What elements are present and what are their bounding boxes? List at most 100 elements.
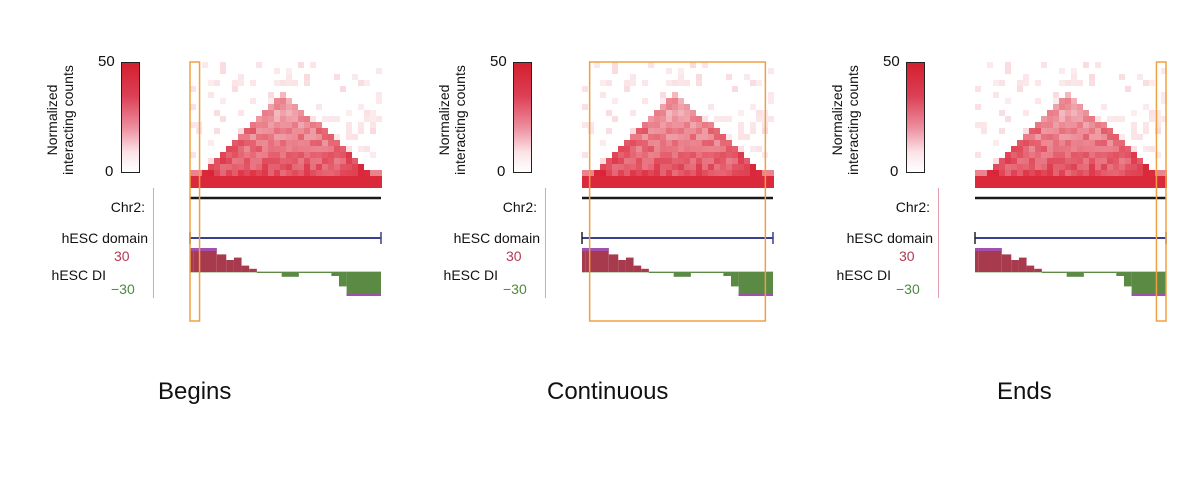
heatmap-cell — [678, 80, 684, 86]
heatmap-cell — [268, 128, 274, 134]
heatmap-cell — [280, 116, 286, 122]
heatmap-cell — [750, 80, 756, 86]
heatmap-cell — [1119, 158, 1125, 164]
heatmap-cell — [286, 122, 292, 128]
heatmap-cell — [1137, 176, 1143, 182]
heatmap-cell — [612, 152, 618, 158]
heatmap-cell — [1149, 146, 1155, 152]
heatmap-cell — [340, 86, 346, 92]
heatmap-cell — [1017, 176, 1023, 182]
heatmap-cell — [220, 116, 226, 122]
heatmap-cell — [975, 152, 981, 158]
heatmap-cell — [256, 176, 262, 182]
heatmap-cell — [274, 158, 280, 164]
heatmap-cell — [1095, 128, 1101, 134]
heatmap-cell — [226, 182, 232, 188]
heatmap-cell — [1107, 170, 1113, 176]
heatmap-cell — [1071, 110, 1077, 116]
heatmap-cell — [1113, 140, 1119, 146]
heatmap-cell — [214, 158, 220, 164]
heatmap-cell — [304, 128, 310, 134]
heatmap-cell — [720, 152, 726, 158]
di-min-tick: −30 — [503, 281, 527, 297]
heatmap-cell — [1071, 152, 1077, 158]
heatmap-cell — [660, 116, 666, 122]
heatmap-cell — [1143, 122, 1149, 128]
heatmap-cell — [708, 158, 714, 164]
heatmap-cell — [618, 146, 624, 152]
heatmap-cell — [286, 164, 292, 170]
heatmap-cell — [594, 170, 600, 176]
heatmap-cell — [690, 116, 696, 122]
heatmap-cell — [1131, 122, 1137, 128]
heatmap-cell — [720, 176, 726, 182]
heatmap-cell — [606, 176, 612, 182]
heatmap-cell — [1083, 182, 1089, 188]
heatmap-cell — [744, 170, 750, 176]
heatmap-cell — [214, 80, 220, 86]
heatmap-cell — [696, 122, 702, 128]
heatmap-cell — [286, 170, 292, 176]
heatmap-cell — [660, 122, 666, 128]
heatmap-cell — [660, 146, 666, 152]
heatmap-cell — [648, 158, 654, 164]
heatmap-cell — [642, 98, 648, 104]
heatmap-cell — [714, 134, 720, 140]
heatmap-cell — [582, 122, 588, 128]
heatmap-cell — [756, 182, 762, 188]
heatmap-cell — [1059, 176, 1065, 182]
heatmap-cell — [594, 182, 600, 188]
heatmap-cell — [322, 164, 328, 170]
heatmap-cell — [292, 116, 298, 122]
di-bar-negative — [738, 272, 773, 296]
heatmap-cell — [1143, 182, 1149, 188]
heatmap-cell — [1101, 140, 1107, 146]
heatmap-cell — [1083, 116, 1089, 122]
heatmap-cell — [690, 140, 696, 146]
heatmap-cell — [660, 104, 666, 110]
heatmap-cell — [232, 176, 238, 182]
heatmap-cell — [304, 74, 310, 80]
heatmap-cell — [304, 80, 310, 86]
heatmap-cell — [1029, 128, 1035, 134]
heatmap-cell — [702, 164, 708, 170]
heatmap-cell — [678, 98, 684, 104]
heatmap-cell — [630, 80, 636, 86]
heatmap-cell — [1071, 158, 1077, 164]
heatmap-cell — [678, 110, 684, 116]
heatmap-cell — [1161, 92, 1167, 98]
heatmap-cell — [1083, 110, 1089, 116]
heatmap-cell — [1083, 152, 1089, 158]
heatmap-cell — [256, 182, 262, 188]
heatmap-cell — [256, 116, 262, 122]
heatmap-cell — [328, 158, 334, 164]
heatmap-cell — [1101, 146, 1107, 152]
chromosome-label: Chr2: — [110, 199, 145, 215]
heatmap-cell — [214, 110, 220, 116]
heatmap-cell — [232, 158, 238, 164]
heatmap-cell — [714, 158, 720, 164]
heatmap-cell — [1005, 116, 1011, 122]
heatmap-cell — [1029, 152, 1035, 158]
heatmap-cell — [660, 110, 666, 116]
heatmap-cell — [1149, 170, 1155, 176]
heatmap-cell — [600, 170, 606, 176]
heatmap-cell — [208, 140, 214, 146]
heatmap-cell — [690, 170, 696, 176]
heatmap-cell — [304, 146, 310, 152]
heatmap-cell — [238, 158, 244, 164]
heatmap-cell — [304, 170, 310, 176]
di-max-tick: 30 — [506, 248, 522, 264]
heatmap-cell — [238, 152, 244, 158]
heatmap-cell — [654, 128, 660, 134]
heatmap-cell — [732, 158, 738, 164]
heatmap-cell — [1065, 170, 1071, 176]
chromosome-label: Chr2: — [895, 199, 930, 215]
heatmap-cell — [292, 176, 298, 182]
heatmap-cell — [1065, 182, 1071, 188]
heatmap-cell — [1131, 158, 1137, 164]
heatmap-cell — [370, 128, 376, 134]
di-track-label: hESC DI — [443, 267, 498, 283]
heatmap-cell — [280, 104, 286, 110]
heatmap-cell — [975, 176, 981, 182]
